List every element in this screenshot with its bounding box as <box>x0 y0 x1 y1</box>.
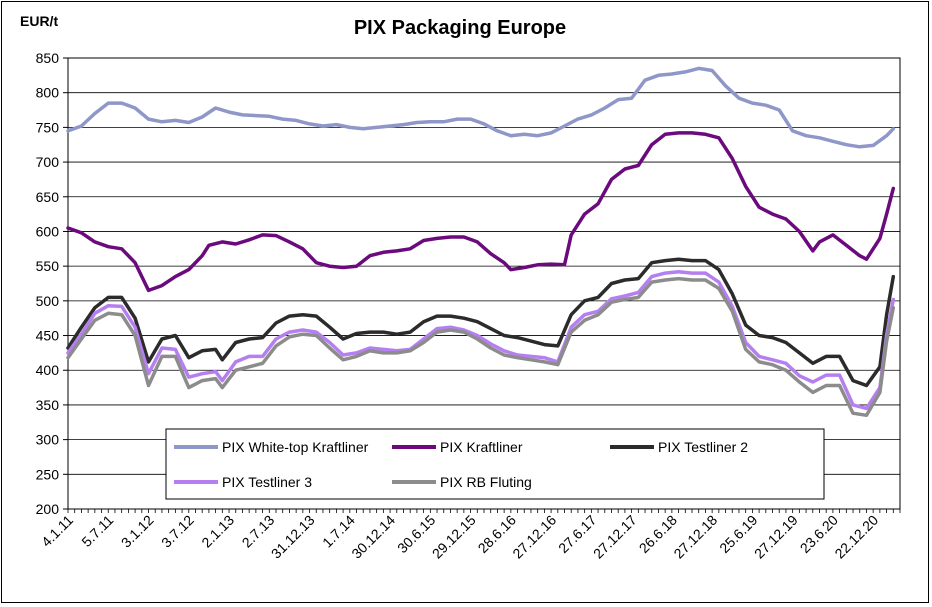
y-tick-label: 250 <box>36 466 60 482</box>
x-tick-label: 27.12.18 <box>670 512 720 562</box>
x-tick-label: 3.1.12 <box>118 512 157 551</box>
legend-box <box>165 428 825 500</box>
chart-title: PIX Packaging Europe <box>354 17 566 39</box>
y-tick-label: 650 <box>36 189 60 205</box>
x-tick-label: 1.7.14 <box>319 512 358 551</box>
x-tick-label: 5.7.11 <box>78 512 116 550</box>
x-tick-label: 30.12.14 <box>348 512 398 562</box>
x-tick-label: 31.12.13 <box>268 512 318 562</box>
y-tick-label: 500 <box>36 293 60 309</box>
y-tick-label: 200 <box>36 501 60 517</box>
legend-label-3: PIX Testliner 2 <box>658 439 748 455</box>
legend: PIX White-top Kraftliner PIX Kraftliner PI… <box>165 428 825 500</box>
x-tick-label: 3.7.12 <box>158 512 197 551</box>
x-axis-ticks: 4.1.11 5.7.11 3.1.12 3.7.12 2.1.13 2.7.1331.1… <box>38 509 901 562</box>
y-tick-label: 700 <box>36 154 60 170</box>
x-tick-label: 27.12.17 <box>590 512 640 562</box>
x-tick-label: 22.12.20 <box>831 512 881 562</box>
y-tick-label: 750 <box>36 119 60 135</box>
x-tick-label: 4.1.11 <box>38 512 76 550</box>
legend-label-1: PIX White-top Kraftliner <box>222 439 369 455</box>
y-axis-ticks: 200 250 300 350 400 450 500 550 600 650 700 750 800 8… <box>36 50 68 517</box>
y-tick-label: 800 <box>36 85 60 101</box>
series-lines <box>66 66 896 418</box>
legend-label-4: PIX Testliner 3 <box>222 474 312 490</box>
x-tick-label: 2.1.13 <box>198 512 237 551</box>
y-tick-label: 550 <box>36 258 60 274</box>
series-line-4 <box>66 269 896 411</box>
x-tick-label: 27.12.19 <box>751 512 801 562</box>
series-line-2 <box>66 131 896 293</box>
y-tick-label: 400 <box>36 362 60 378</box>
y-tick-label: 600 <box>36 223 60 239</box>
x-tick-label: 27.12.16 <box>509 512 559 562</box>
y-axis-label: EUR/t <box>20 13 58 29</box>
y-tick-label: 850 <box>36 50 60 66</box>
series-line-5 <box>66 276 896 418</box>
y-tick-label: 350 <box>36 397 60 413</box>
x-tick-label: 2.7.13 <box>239 512 278 551</box>
legend-label-2: PIX Kraftliner <box>440 439 523 455</box>
x-tick-label: 29.12.15 <box>429 512 479 562</box>
y-tick-label: 300 <box>36 432 60 448</box>
series-line-3 <box>66 257 896 388</box>
series-line-1 <box>66 66 896 149</box>
legend-label-5: PIX RB Fluting <box>440 474 532 490</box>
y-tick-label: 450 <box>36 328 60 344</box>
